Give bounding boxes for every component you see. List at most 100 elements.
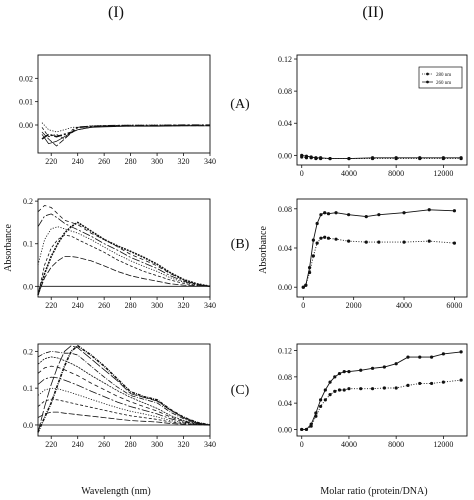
series-line [37,226,211,287]
series-line [41,122,210,133]
y-tick-label: 0.00 [19,121,33,130]
data-point [377,240,381,244]
right-y-axis-title: Absorbance [258,226,269,274]
x-tick-label: 12000 [433,169,453,178]
data-point [328,393,332,397]
data-point [359,368,363,372]
series-line [301,154,462,160]
x-tick-label: 0 [300,440,304,449]
data-point [337,371,342,376]
x-tick-label: 4000 [396,301,412,310]
x-tick-label: 8000 [388,169,404,178]
legend-box [418,66,463,89]
panel-iic: 0 4000 8000 12000 0.00 0.04 0.08 0.12 [278,343,468,449]
series-line [37,350,211,426]
data-point [323,235,327,239]
data-point [333,389,337,393]
data-point [319,236,323,240]
data-point [347,387,351,391]
x-tick-label: 280 [125,157,137,166]
x-tick-label: 320 [178,301,190,310]
data-point [300,427,304,432]
x-tick-label: 2000 [346,301,362,310]
x-tick-label: 320 [178,440,190,449]
x-tick-label: 240 [72,440,84,449]
x-tick-label: 340 [204,440,216,449]
series-line [37,213,211,287]
plot-frame [37,54,211,154]
data-point [323,388,327,392]
x-tick-label: 300 [151,301,163,310]
data-point [309,422,313,426]
series-line [41,125,210,145]
series-line [37,256,211,296]
x-tick-label: 280 [125,440,137,449]
data-point [347,213,351,217]
data-point [402,240,406,244]
plot-frame [37,198,211,298]
data-point [347,370,351,374]
x-tick-label: 0 [301,301,305,310]
y-tick-label: 0.08 [278,373,292,382]
series-line [37,387,211,426]
data-point [337,388,342,392]
data-point [323,398,327,402]
series-line [37,221,211,296]
right-x-axis-title: Molar ratio (protein/DNA) [320,486,427,497]
data-point [300,153,304,157]
data-point [459,350,463,354]
y-tick-label: 0.04 [278,119,292,128]
x-tick-label: 12000 [433,440,453,449]
series-line [37,344,211,433]
plot-frame [37,343,211,437]
series-line [37,365,211,426]
data-point [314,156,318,160]
data-point [459,378,463,382]
column-header-right: (II) [362,4,383,21]
y-tick-label: 0.02 [19,74,33,83]
data-point [452,209,457,213]
data-point [319,213,323,217]
data-point [342,388,346,392]
panel-ib: 220 240 260 280 300 320 340 0.0 0.1 0.2 [23,197,216,310]
y-tick-label: 0.00 [278,425,292,434]
data-point [370,387,375,391]
series-line [37,398,211,426]
data-point [311,254,315,258]
y-tick-label: 0.01 [19,98,33,107]
left-x-axis-title: Wavelength (nm) [81,486,150,497]
y-tick-label: 0.12 [278,55,292,64]
series-line [37,356,211,426]
y-tick-label: 0.04 [278,244,292,253]
series-line [303,209,455,288]
column-header-left: (I) [108,4,124,21]
data-point [319,398,323,402]
data-point [429,381,434,386]
y-tick-label: 0.12 [278,347,292,356]
data-point [402,211,406,215]
y-tick-label: 0.00 [278,283,292,292]
x-tick-label: 0 [300,169,304,178]
x-tick-label: 340 [204,301,216,310]
data-point [314,411,318,415]
row-label-c: (C) [231,383,250,398]
data-point [311,238,315,242]
data-point [309,155,313,159]
x-tick-label: 280 [125,301,137,310]
x-tick-label: 8000 [388,440,404,449]
series-line [37,204,211,287]
data-point [429,355,434,359]
data-point [394,386,398,390]
y-tick-label: 0.00 [278,151,292,160]
data-point [370,156,375,160]
y-tick-label: 0.0 [23,421,33,430]
data-point [406,355,410,359]
data-point [377,213,381,217]
data-point [342,370,346,374]
x-tick-label: 4000 [341,169,357,178]
x-tick-label: 300 [151,157,163,166]
data-point [418,381,422,386]
x-tick-label: 260 [98,440,110,449]
x-tick-label: 220 [45,440,57,449]
